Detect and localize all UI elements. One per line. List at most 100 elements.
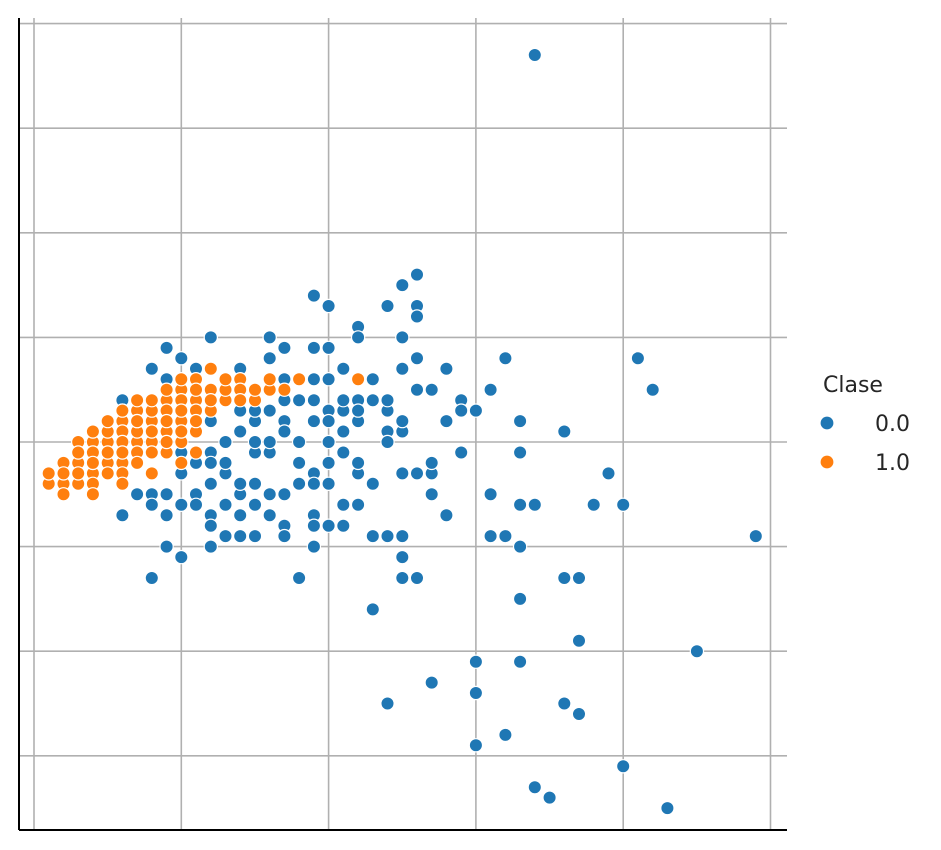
legend-label: 1.0	[875, 451, 910, 476]
data-point	[291, 372, 307, 387]
data-point	[232, 476, 248, 491]
data-point	[247, 382, 263, 397]
data-point	[395, 570, 410, 586]
data-point	[350, 455, 366, 471]
data-point	[630, 351, 646, 366]
data-point	[439, 508, 454, 523]
data-point	[571, 633, 587, 648]
data-point	[218, 434, 233, 450]
data-point	[56, 466, 71, 481]
data-point	[203, 455, 218, 471]
data-point	[70, 466, 86, 481]
data-point	[100, 445, 115, 460]
data-point	[454, 403, 469, 418]
data-point	[306, 340, 322, 356]
data-point	[85, 424, 101, 439]
data-point	[321, 455, 336, 471]
data-point	[306, 518, 322, 533]
data-point	[262, 434, 277, 450]
data-point	[41, 466, 56, 481]
data-point	[203, 393, 218, 408]
data-point	[498, 528, 513, 544]
data-point	[439, 361, 454, 376]
data-point	[468, 403, 484, 418]
data-point	[188, 445, 204, 460]
data-point	[306, 393, 322, 408]
data-point	[218, 372, 233, 387]
data-point	[424, 455, 439, 471]
data-point	[262, 330, 277, 345]
data-point	[616, 497, 631, 512]
data-point	[350, 497, 366, 512]
data-point	[380, 696, 395, 711]
data-point	[144, 445, 159, 460]
data-point	[336, 445, 351, 460]
data-point	[454, 445, 469, 460]
data-point	[218, 497, 233, 512]
data-point	[395, 549, 410, 565]
data-point	[262, 372, 277, 387]
data-point	[380, 393, 395, 408]
data-point	[232, 508, 248, 523]
data-point	[321, 372, 336, 387]
data-point	[277, 382, 292, 397]
data-point	[306, 539, 322, 554]
data-point	[321, 434, 336, 450]
data-point	[321, 340, 336, 356]
data-point	[159, 413, 174, 429]
data-point	[247, 497, 263, 512]
data-point	[115, 403, 130, 418]
data-point	[409, 466, 425, 481]
data-point	[291, 570, 307, 586]
data-point	[218, 528, 233, 544]
legend: Clase 0.0 1.0	[819, 373, 910, 476]
data-point	[365, 393, 380, 408]
data-point	[321, 476, 336, 491]
data-point	[336, 424, 351, 439]
data-point	[232, 393, 248, 408]
data-point	[277, 487, 292, 502]
data-point	[306, 413, 322, 429]
data-point	[188, 413, 204, 429]
data-point	[277, 424, 292, 439]
data-point	[571, 706, 587, 722]
data-point	[748, 528, 764, 544]
data-point	[159, 487, 174, 502]
data-point	[512, 539, 528, 554]
data-point	[203, 518, 218, 533]
data-point	[380, 298, 395, 314]
data-point	[483, 382, 498, 397]
data-point	[174, 424, 189, 439]
data-point	[365, 528, 380, 544]
data-point	[321, 298, 336, 314]
data-point	[291, 434, 307, 450]
data-point	[144, 497, 159, 512]
data-point	[144, 466, 159, 481]
data-point	[350, 372, 366, 387]
data-point	[409, 267, 425, 282]
data-point	[247, 434, 263, 450]
data-point	[336, 497, 351, 512]
data-point	[262, 487, 277, 502]
data-point	[395, 330, 410, 345]
data-point	[218, 455, 233, 471]
data-point	[557, 424, 572, 439]
data-point	[85, 455, 101, 471]
data-point	[174, 497, 189, 512]
data-point	[380, 434, 395, 450]
data-point	[616, 759, 631, 774]
data-point	[144, 361, 159, 376]
legend-label: 0.0	[875, 412, 910, 437]
grid-lines	[19, 18, 787, 830]
data-point	[306, 372, 322, 387]
data-point	[439, 413, 454, 429]
data-point	[424, 382, 439, 397]
data-point	[291, 476, 307, 491]
data-point	[188, 497, 204, 512]
data-point	[100, 466, 115, 481]
data-point	[291, 393, 307, 408]
data-point	[527, 47, 543, 63]
data-point	[468, 738, 484, 753]
data-point	[365, 602, 380, 617]
data-point	[601, 466, 616, 481]
